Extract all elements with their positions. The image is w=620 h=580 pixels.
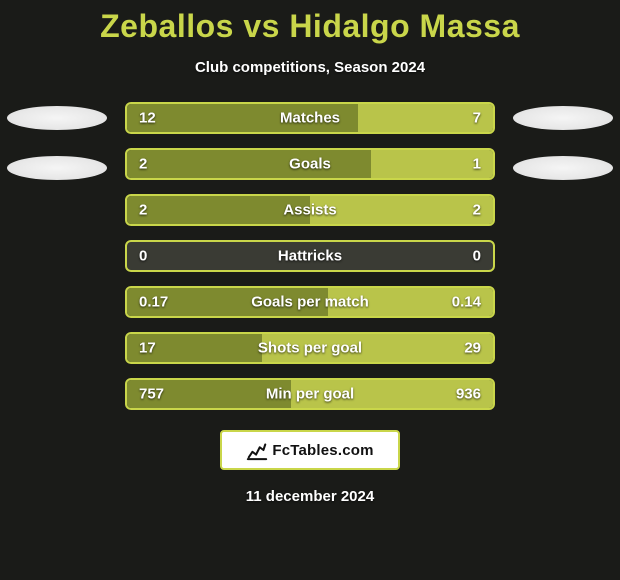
- source-badge: FcTables.com: [220, 430, 400, 470]
- stat-value-right: 1: [473, 156, 481, 173]
- stat-fill-left: [127, 150, 371, 178]
- source-badge-text: FcTables.com: [272, 442, 373, 459]
- comparison-card: Zeballos vs Hidalgo Massa Club competiti…: [0, 0, 620, 580]
- stat-row: 21Goals: [125, 148, 495, 180]
- stat-row: 757936Min per goal: [125, 378, 495, 410]
- stat-value-left: 2: [139, 202, 147, 219]
- stat-value-left: 17: [139, 340, 156, 357]
- player-photo-right: [513, 106, 613, 130]
- stat-row: 22Assists: [125, 194, 495, 226]
- stat-value-left: 0.17: [139, 294, 168, 311]
- stat-row: 0.170.14Goals per match: [125, 286, 495, 318]
- stat-value-right: 936: [456, 386, 481, 403]
- stat-fill-right: [262, 334, 493, 362]
- right-player-photos: [513, 102, 613, 410]
- stat-value-left: 757: [139, 386, 164, 403]
- page-subtitle: Club competitions, Season 2024: [195, 59, 425, 76]
- stat-row: 1729Shots per goal: [125, 332, 495, 364]
- left-player-photos: [7, 102, 107, 410]
- stat-row: 0 0Hattricks: [125, 240, 495, 272]
- chart-icon: [246, 439, 268, 461]
- date-label: 11 december 2024: [246, 488, 374, 505]
- player-photo-left: [7, 106, 107, 130]
- stat-label: Hattricks: [127, 248, 493, 265]
- stat-fill-left: [127, 104, 358, 132]
- stat-row: 127Matches: [125, 102, 495, 134]
- player-photo-left: [7, 156, 107, 180]
- stat-fill-right: [310, 196, 493, 224]
- page-title: Zeballos vs Hidalgo Massa: [100, 8, 520, 45]
- stat-value-right: 29: [464, 340, 481, 357]
- stat-value-left: 12: [139, 110, 156, 127]
- stat-value-right: 2: [473, 202, 481, 219]
- stat-bars: 127Matches21Goals22Assists00Hattricks0.1…: [125, 102, 495, 410]
- stat-value-right: 0.14: [452, 294, 481, 311]
- stat-value-left: 0: [139, 248, 147, 265]
- stat-fill-left: [127, 196, 310, 224]
- stat-value-left: 2: [139, 156, 147, 173]
- stat-value-right: 7: [473, 110, 481, 127]
- player-photo-right: [513, 156, 613, 180]
- stat-value-right: 0: [473, 248, 481, 265]
- chart-area: 127Matches21Goals22Assists00Hattricks0.1…: [0, 102, 620, 410]
